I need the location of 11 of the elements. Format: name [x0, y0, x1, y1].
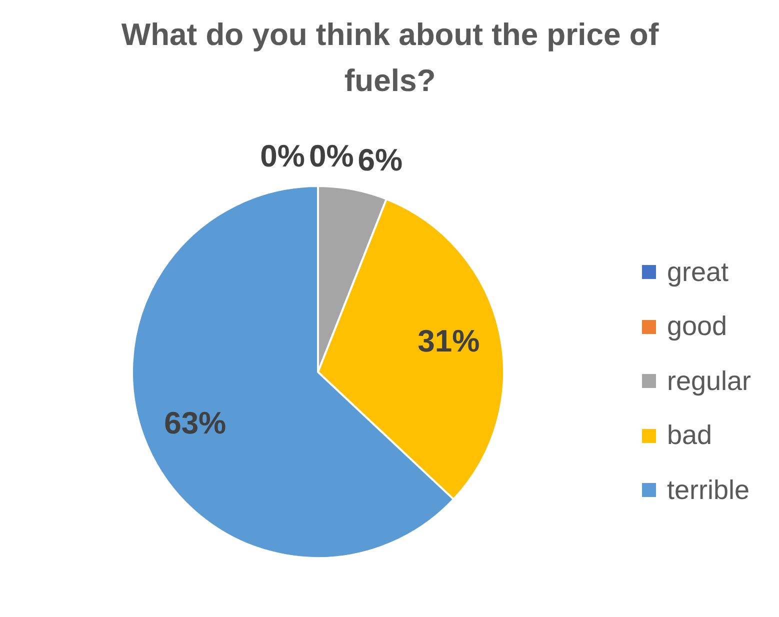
data-label: 6% — [358, 142, 403, 178]
data-label: 31% — [418, 323, 480, 358]
chart-title: What do you think about the price of fuels? — [120, 16, 660, 100]
legend-label: regular — [667, 366, 752, 397]
data-label: 63% — [164, 406, 226, 441]
text: 0% — [308, 138, 354, 174]
legend-label: good — [667, 311, 728, 342]
legend-label: bad — [667, 420, 712, 452]
legend-label: great — [667, 256, 729, 288]
legend-label: terrible — [667, 474, 750, 506]
text: 0% — [260, 138, 305, 174]
